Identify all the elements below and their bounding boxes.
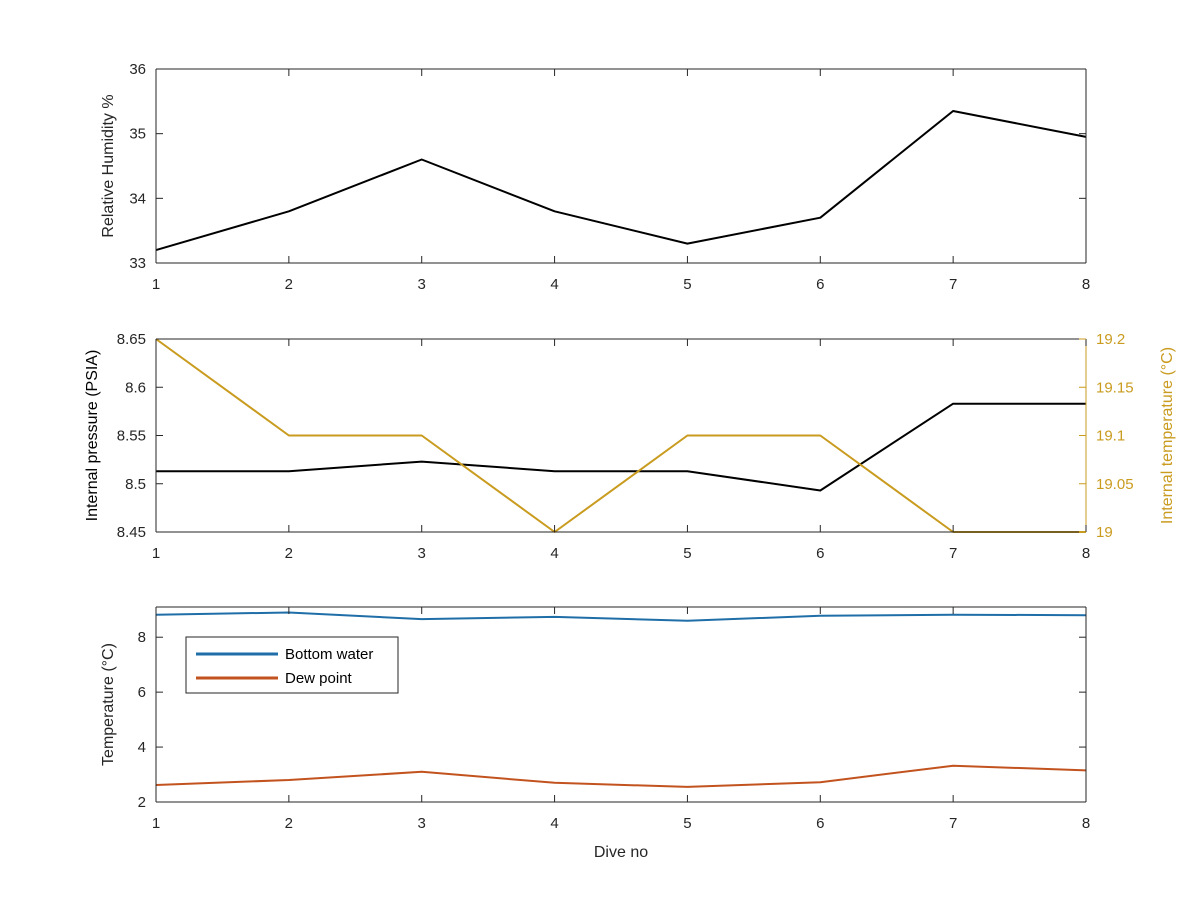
y-axis-label: Temperature (°C) <box>100 643 117 766</box>
x-tick-label: 8 <box>1082 815 1090 832</box>
x-tick-label: 8 <box>1082 276 1090 293</box>
legend: Bottom water Dew point <box>185 636 399 694</box>
x-tick-label: 2 <box>285 276 293 293</box>
y-tick-label: 6 <box>138 684 146 701</box>
y-axis-label: Relative Humidity % <box>100 94 117 237</box>
x-tick-label: 2 <box>285 545 293 562</box>
x-tick-label: 4 <box>550 545 558 562</box>
x-tick-label: 3 <box>418 815 426 832</box>
chart-panel-2: 1 2 3 4 5 6 7 8 8.45 8.5 8.55 8.6 8.65 19 19.05 19.1 19.… <box>84 331 1176 562</box>
series-line-dew-point <box>155 764 1087 788</box>
y-tick-label: 35 <box>129 126 146 143</box>
x-tick-label: 3 <box>418 276 426 293</box>
y-tick-label: 8.45 <box>117 524 146 541</box>
x-axis-label: Dive no <box>594 844 648 861</box>
series-line-1 <box>155 110 1087 252</box>
x-tick-label: 8 <box>1082 545 1090 562</box>
y-tick-label: 36 <box>129 61 146 78</box>
x-tick-label: 2 <box>285 815 293 832</box>
y-tick-label-right: 19.05 <box>1096 476 1134 493</box>
legend-box <box>185 636 399 694</box>
x-tick-label: 4 <box>550 276 558 293</box>
y-tick-label: 8 <box>138 629 146 646</box>
legend-label: Dew point <box>285 670 353 687</box>
y-tick-label: 33 <box>129 255 146 272</box>
y-tick-label-right: 19 <box>1096 524 1113 541</box>
y-tick-label: 8.5 <box>125 476 146 493</box>
x-tick-label: 5 <box>683 545 691 562</box>
series-line-2 <box>155 338 1086 533</box>
x-tick-label: 1 <box>152 276 160 293</box>
y-axis-label: Internal pressure (PSIA) <box>84 350 101 522</box>
y-axis-label-right: Internal temperature (°C) <box>1159 347 1176 524</box>
y-tick-label: 34 <box>129 190 146 207</box>
y-tick-label-right: 19.15 <box>1096 379 1134 396</box>
x-tick-label: 1 <box>152 545 160 562</box>
legend-label: Bottom water <box>285 646 373 663</box>
x-tick-label: 6 <box>816 545 824 562</box>
x-tick-label: 5 <box>683 276 691 293</box>
x-tick-label: 7 <box>949 545 957 562</box>
x-tick-label: 7 <box>949 276 957 293</box>
y-tick-label: 8.65 <box>117 331 146 348</box>
y-tick-label: 2 <box>138 794 146 811</box>
y-tick-label: 8.6 <box>125 379 146 396</box>
x-tick-label: 6 <box>816 276 824 293</box>
y-tick-label-right: 19.2 <box>1096 331 1125 348</box>
series-line-1 <box>156 402 1086 492</box>
y-tick-label: 8.55 <box>117 428 146 445</box>
x-tick-label: 3 <box>418 545 426 562</box>
series-line-bottom-water <box>155 611 1087 622</box>
x-tick-label: 5 <box>683 815 691 832</box>
x-tick-label: 7 <box>949 815 957 832</box>
y-tick-label: 4 <box>138 739 146 756</box>
y-tick-label-right: 19.1 <box>1096 428 1125 445</box>
x-tick-label: 4 <box>550 815 558 832</box>
x-tick-label: 6 <box>816 815 824 832</box>
x-tick-label: 1 <box>152 815 160 832</box>
